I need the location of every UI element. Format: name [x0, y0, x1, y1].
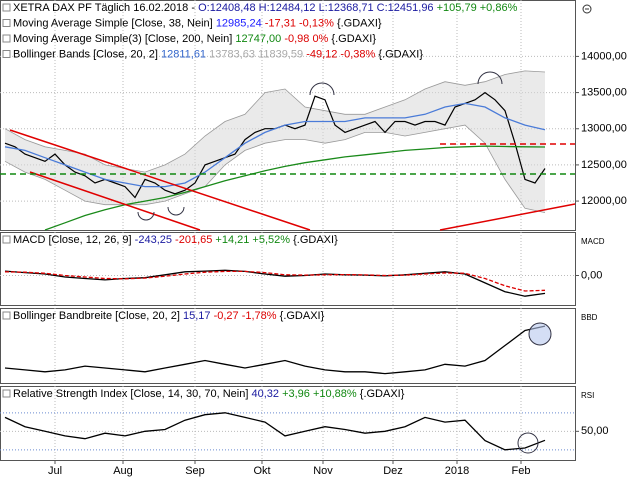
legend-entry: Bollinger Bands [Close, 20, 2] 12811,61 …	[13, 48, 423, 60]
series-line	[4, 102, 546, 188]
x-tick-label: Sep	[185, 465, 205, 477]
legend-icon	[2, 34, 11, 43]
legend-entry: XETRA DAX PF Täglich 16.02.2018 - O:1240…	[13, 2, 518, 14]
legend-text: 13783,63 11839,59	[209, 48, 303, 60]
legend-text: 12811,61	[161, 48, 206, 60]
circle-marker	[528, 322, 552, 346]
x-tick-label: Aug	[113, 465, 133, 477]
x-tick-label: Jul	[48, 465, 62, 477]
arc-marker	[167, 206, 185, 216]
legend-text: -243,25	[135, 234, 172, 246]
legend-text: -0,27 -1,78%	[214, 310, 277, 322]
x-tick-label: Dez	[383, 465, 403, 477]
legend-icon	[2, 311, 11, 320]
axis-label: MACD	[581, 237, 605, 246]
legend-entry: Bollinger Bandbreite [Close, 20, 2] 15,1…	[13, 310, 325, 322]
panel-frame	[0, 232, 576, 306]
y-tick-label: 13000,00	[581, 123, 627, 135]
x-tick-label: Nov	[313, 465, 333, 477]
y-tick-label: 14000,00	[581, 50, 627, 62]
legend-text: Bollinger Bands [Close, 20, 2]	[13, 48, 158, 60]
legend-icon	[2, 389, 11, 398]
arc-marker	[309, 82, 335, 96]
legend-text: Relative Strength Index [Close, 14, 30, …	[13, 388, 248, 400]
legend-text: 16.02.2018 -	[133, 2, 195, 14]
legend-text: {.GDAXI}	[280, 310, 325, 322]
band-fill	[5, 70, 545, 213]
legend-text: Moving Average Simple(3) [Close, 200, Ne…	[13, 33, 232, 45]
arc-marker	[137, 211, 155, 221]
series-line	[4, 270, 546, 292]
series-line	[4, 412, 546, 451]
legend-text: MACD [Close, 12, 26, 9]	[13, 234, 132, 246]
legend-text: +3,96 +10,88%	[282, 388, 357, 400]
axis-label: RSI	[581, 391, 594, 400]
legend-text: -17,31 -0,13%	[265, 17, 334, 29]
panel-frame	[0, 386, 576, 461]
x-tick-label: Okt	[253, 465, 270, 477]
legend-text: Moving Average Simple [Close, 38, Nein]	[13, 17, 213, 29]
band-upper	[4, 70, 546, 173]
legend-text: XETRA DAX PF Täglich	[13, 2, 130, 14]
y-tick-label: 0,00	[581, 269, 602, 281]
annotations	[0, 4, 592, 454]
legend-text: {.GDAXI}	[331, 33, 376, 45]
legend-text: 15,17	[183, 310, 211, 322]
trend-line	[9, 129, 311, 231]
legend-text: {.GDAXI}	[337, 17, 382, 29]
arc-marker	[477, 71, 503, 85]
legend-text: 12747,00	[235, 33, 281, 45]
y-tick-label: 13500,00	[581, 86, 627, 98]
legend-text: +14,21 +5,52%	[215, 234, 290, 246]
legend-entry: Moving Average Simple(3) [Close, 200, Ne…	[13, 33, 376, 45]
legend-text: 40,32	[251, 388, 279, 400]
legend-icon	[2, 19, 11, 27]
legend-text: -49,12 -0,38%	[306, 48, 375, 60]
y-tick-label: 50,00	[581, 425, 609, 437]
legend-entry: Moving Average Simple [Close, 38, Nein] …	[13, 17, 382, 29]
band-lower	[4, 124, 546, 213]
legend-text: +105,79 +0,86%	[437, 2, 518, 14]
legend-text: O:12408,48 H:12484,12 L:12368,71 C:12451…	[198, 2, 433, 14]
y-tick-label: 12500,00	[581, 159, 627, 171]
panels: 12000,00 12500,00 13000,00 13500,00 14000,00…	[0, 0, 627, 477]
trend-line	[29, 171, 201, 231]
legend-text: Bollinger Bandbreite [Close, 20, 2]	[13, 310, 180, 322]
trend-line	[439, 203, 576, 231]
panel-frame	[0, 308, 576, 384]
zoom-icon[interactable]	[582, 4, 592, 14]
legend-text: -0,98 0%	[284, 33, 328, 45]
legend-text: {.GDAXI}	[378, 48, 423, 60]
x-tick-label: Feb	[512, 465, 531, 477]
legend-icon	[2, 235, 11, 244]
legend-icon	[2, 50, 11, 58]
circle-marker	[517, 432, 539, 454]
legend-icon	[2, 3, 11, 12]
legend-text: {.GDAXI}	[360, 388, 405, 400]
legend-entry: MACD [Close, 12, 26, 9] -243,25 -201,65 …	[13, 234, 338, 246]
legend-entry: Relative Strength Index [Close, 14, 30, …	[13, 388, 405, 400]
series-line	[44, 145, 546, 231]
legend-text: -201,65	[175, 234, 212, 246]
axis-label: BBD	[581, 313, 598, 322]
series-line	[4, 325, 546, 375]
x-tick-label: 2018	[445, 465, 469, 477]
y-tick-label: 12000,00	[581, 195, 627, 207]
legend-text: {.GDAXI}	[293, 234, 338, 246]
legend-text: 12985,24	[216, 17, 262, 29]
